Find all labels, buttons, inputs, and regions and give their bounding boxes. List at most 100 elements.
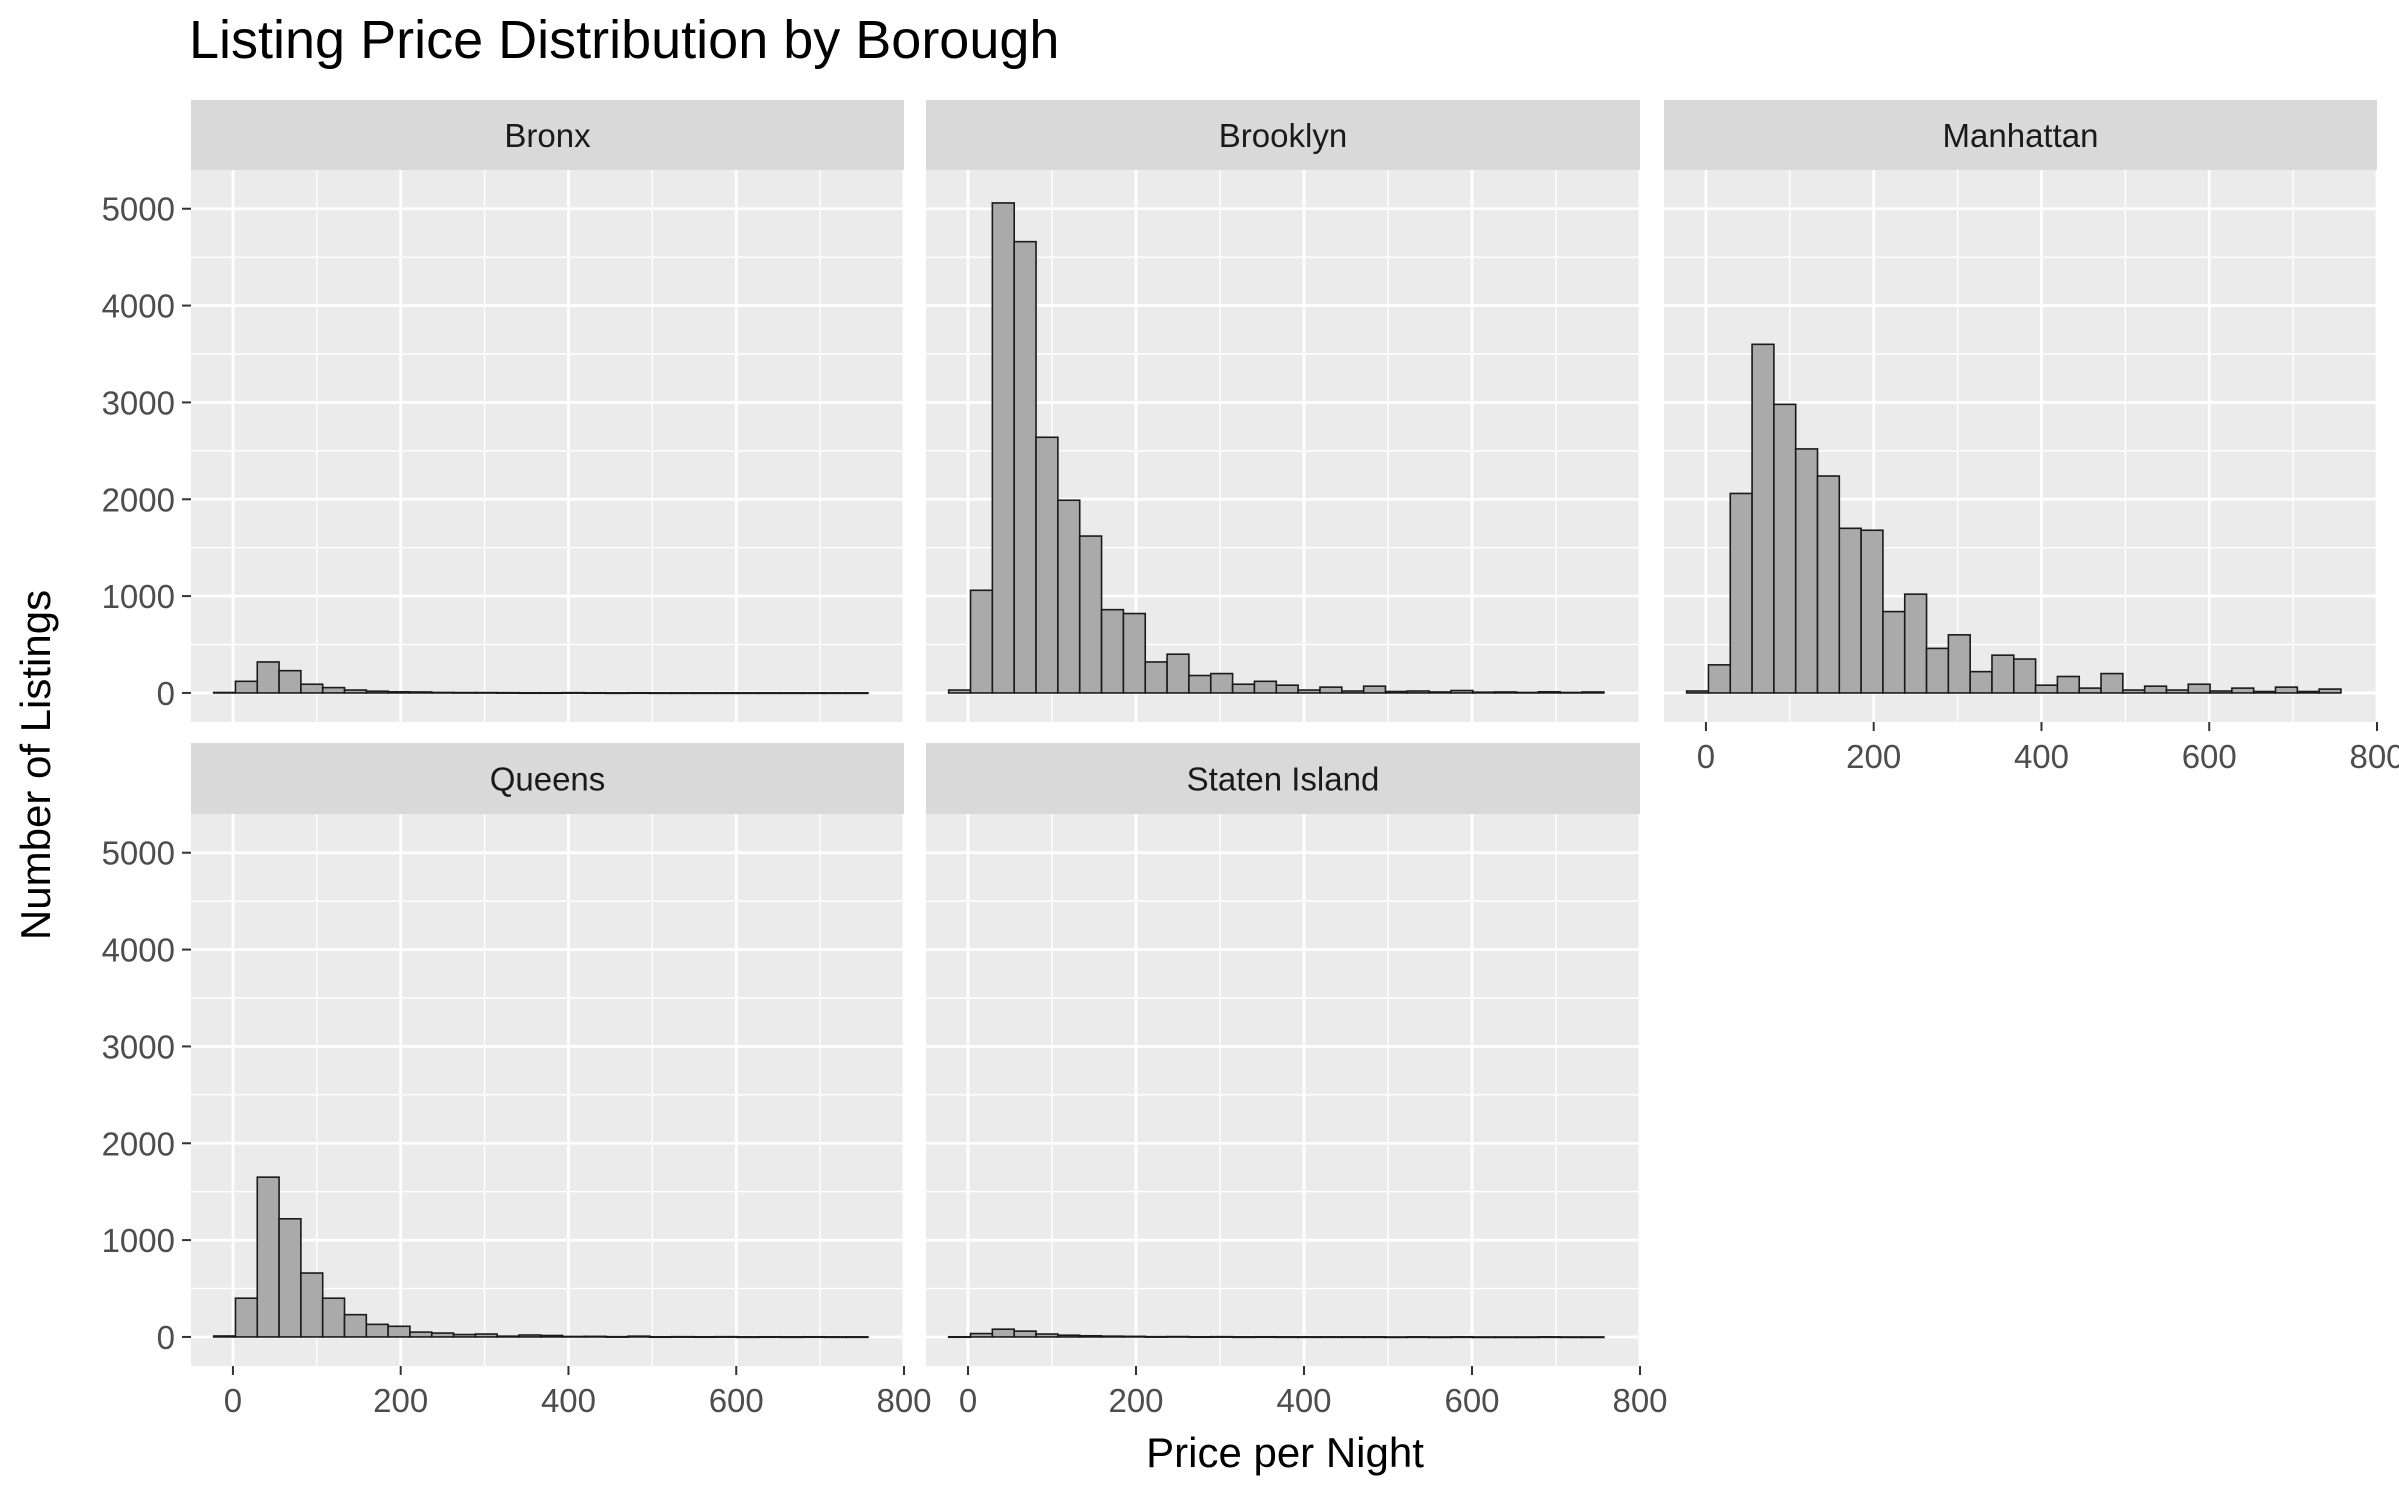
histogram-bar bbox=[1450, 689, 1474, 694]
strip-staten-island bbox=[926, 743, 1640, 814]
facet-panel-queens: Queens 0 1000 2000 3000 4000 5000 0 200 400 600 800 bbox=[102, 743, 932, 1419]
histogram-bar bbox=[1209, 672, 1234, 694]
y-tick-label: 0 bbox=[157, 675, 175, 712]
x-tick-label: 800 bbox=[1612, 1382, 1667, 1419]
histogram-bar bbox=[1515, 691, 1540, 694]
histogram-bar bbox=[1231, 1336, 1256, 1339]
facet-panel-bronx: Bronx 0 1000 2000 3000 4000 5000 bbox=[102, 100, 906, 722]
histogram-bar bbox=[300, 683, 324, 694]
histogram-bar bbox=[1362, 685, 1387, 694]
histogram-bar bbox=[256, 1176, 280, 1338]
histogram-bar bbox=[2056, 675, 2081, 694]
facet-panel-brooklyn: Brooklyn bbox=[926, 100, 1642, 722]
histogram-bar bbox=[300, 1272, 324, 1338]
histogram-bar bbox=[1472, 1336, 1496, 1339]
histogram-bar bbox=[387, 690, 411, 694]
histogram-bar bbox=[1013, 240, 1037, 694]
histogram-bar bbox=[991, 1328, 1015, 1338]
chart-title: Listing Price Distribution by Borough bbox=[189, 10, 1059, 70]
histogram-bar bbox=[1078, 1334, 1103, 1338]
strip-manhattan bbox=[1664, 100, 2377, 170]
y-tick-label: 5000 bbox=[102, 191, 175, 228]
histogram-bar bbox=[1100, 608, 1125, 694]
histogram-bar bbox=[539, 691, 564, 695]
histogram-bar bbox=[845, 1336, 869, 1339]
y-tick-label: 1000 bbox=[102, 1222, 175, 1259]
strip-label-manhattan: Manhattan bbox=[1943, 117, 2099, 154]
histogram-bar bbox=[1275, 1336, 1299, 1339]
histogram-bar bbox=[845, 692, 869, 695]
histogram-bar bbox=[212, 691, 237, 694]
histogram-bar bbox=[1794, 448, 1819, 694]
histogram-bar bbox=[343, 1313, 368, 1338]
strip-bronx bbox=[191, 100, 904, 170]
y-tick-label: 2000 bbox=[102, 481, 175, 518]
histogram-bar bbox=[2165, 689, 2190, 694]
histogram-bar bbox=[583, 691, 608, 695]
x-tick-label: 800 bbox=[2349, 738, 2399, 775]
x-tick-label: 400 bbox=[541, 1382, 596, 1419]
histogram-bar bbox=[1515, 1336, 1540, 1339]
histogram-bar bbox=[1537, 1336, 1561, 1339]
histogram-bar bbox=[736, 1336, 760, 1339]
y-tick-label: 2000 bbox=[102, 1125, 175, 1162]
x-tick-label: 200 bbox=[373, 1382, 428, 1419]
x-axis-title: Price per Night bbox=[1146, 1429, 1424, 1476]
histogram-bar bbox=[649, 1335, 673, 1339]
histogram-bar bbox=[518, 1334, 542, 1338]
histogram-bar bbox=[969, 1332, 994, 1338]
strip-label-bronx: Bronx bbox=[504, 117, 591, 154]
histogram-bar bbox=[736, 692, 760, 695]
histogram-bar bbox=[1035, 1333, 1059, 1338]
histogram-bar bbox=[1013, 1330, 1037, 1338]
histogram-bar bbox=[474, 691, 498, 694]
histogram-bar bbox=[1773, 403, 1797, 694]
histogram-bar bbox=[823, 1336, 847, 1339]
y-tick-label: 5000 bbox=[102, 835, 175, 872]
histogram-bar bbox=[2274, 686, 2299, 694]
histogram-bar bbox=[1231, 683, 1256, 694]
strip-label-staten-island: Staten Island bbox=[1187, 761, 1380, 798]
histogram-bar bbox=[627, 1335, 651, 1338]
y-axis-title: Number of Listings bbox=[12, 590, 59, 940]
x-tick-label: 600 bbox=[2182, 738, 2237, 775]
histogram-bar bbox=[1428, 691, 1452, 694]
histogram-bar bbox=[321, 686, 346, 694]
facet-panel-staten-island: Staten Island 0 200 400 600 800 bbox=[926, 743, 1668, 1419]
histogram-bar bbox=[1969, 670, 1993, 694]
y-tick-label: 1000 bbox=[102, 578, 175, 615]
histogram-bar bbox=[496, 691, 520, 694]
histogram-bar bbox=[365, 1323, 389, 1338]
histogram-bar bbox=[409, 1331, 433, 1338]
histogram-bar bbox=[1493, 691, 1518, 694]
histogram-bar bbox=[2252, 690, 2277, 694]
histogram-bar bbox=[1188, 1335, 1212, 1339]
histogram-bar bbox=[343, 689, 368, 694]
histogram-bar bbox=[234, 1297, 259, 1338]
histogram-bar bbox=[1838, 527, 1862, 694]
x-tick-label: 0 bbox=[959, 1382, 977, 1419]
histogram-bar bbox=[409, 691, 433, 694]
histogram-bar bbox=[452, 1333, 477, 1338]
histogram-bar bbox=[1319, 686, 1343, 694]
histogram-bar bbox=[1707, 664, 1732, 694]
histogram-bar bbox=[969, 589, 994, 694]
histogram-bar bbox=[1253, 1335, 1278, 1339]
histogram-bar bbox=[627, 691, 651, 695]
histogram-bar bbox=[1428, 1336, 1452, 1339]
histogram-bar bbox=[430, 1332, 455, 1338]
histogram-bar bbox=[1537, 690, 1561, 694]
histogram-bar bbox=[2231, 687, 2255, 694]
histogram-bar bbox=[1341, 1336, 1365, 1339]
x-tick-label: 200 bbox=[1108, 1382, 1163, 1419]
y-tick-label: 3000 bbox=[102, 384, 175, 421]
histogram-bar bbox=[1450, 1336, 1474, 1339]
histogram-bar bbox=[1816, 475, 1841, 694]
histogram-bar bbox=[1057, 1334, 1081, 1338]
histogram-bar bbox=[496, 1335, 520, 1338]
y-tick-label: 4000 bbox=[102, 932, 175, 969]
histogram-bar bbox=[1166, 653, 1190, 694]
histogram-bar bbox=[1947, 634, 1971, 694]
histogram-bar bbox=[1729, 492, 1753, 694]
